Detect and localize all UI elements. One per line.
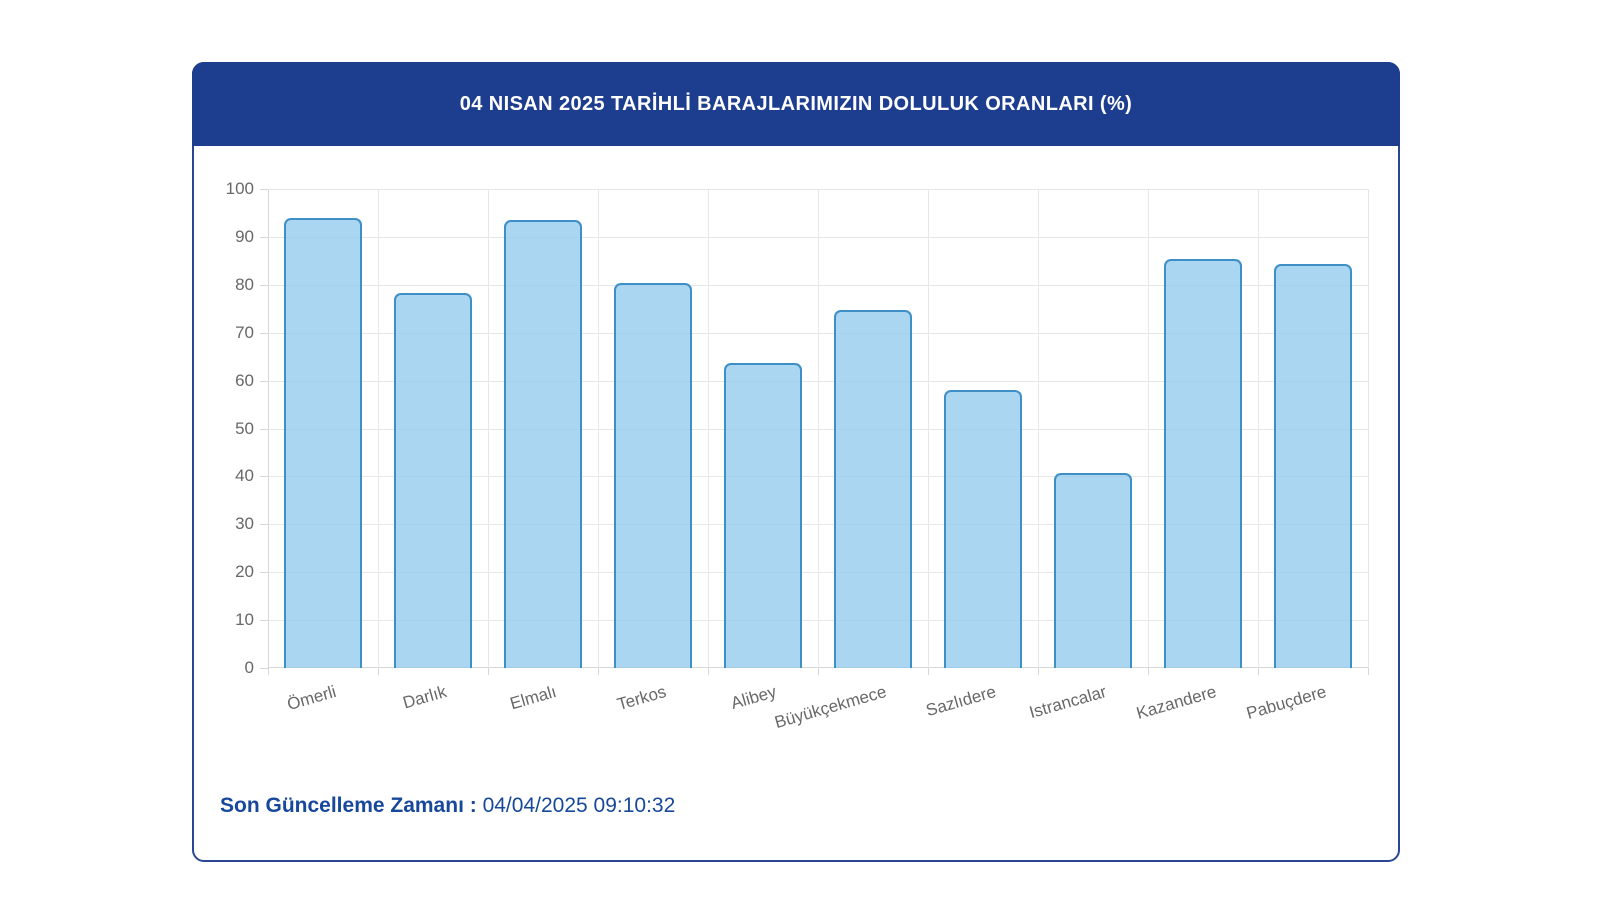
gridline-vertical <box>488 189 489 668</box>
gridline-vertical <box>708 189 709 668</box>
x-axis-label: Darlık <box>400 682 449 713</box>
bar-pabucdere[interactable] <box>1274 264 1352 668</box>
x-axis-label: Istrancalar <box>1026 682 1109 723</box>
y-axis-label: 30 <box>235 514 254 534</box>
gridline-vertical <box>598 189 599 668</box>
gridline-vertical <box>1258 189 1259 668</box>
x-axis-label: Elmalı <box>507 682 559 714</box>
y-axis-tick <box>260 524 268 526</box>
y-axis-label: 40 <box>235 466 254 486</box>
y-axis-label: 10 <box>235 610 254 630</box>
y-axis-label: 100 <box>225 179 254 198</box>
gridline-vertical <box>1148 189 1149 668</box>
x-axis-label: Kazandere <box>1133 682 1219 723</box>
y-axis-label: 60 <box>235 370 254 390</box>
last-update-timestamp: 04/04/2025 09:10:32 <box>482 794 676 817</box>
y-axis-tick <box>260 476 268 478</box>
gridline-vertical <box>378 189 379 668</box>
y-axis-tick <box>260 332 268 334</box>
y-axis-tick <box>260 380 268 382</box>
bar-elmali[interactable] <box>504 220 582 668</box>
x-axis-tick <box>1258 668 1259 675</box>
y-axis-label: 80 <box>235 274 254 294</box>
x-axis-tick <box>1038 668 1039 675</box>
bar-chart: 0 10 20 30 40 50 60 70 80 90 100 Ömerli Darlık Elmalı… <box>194 64 1398 860</box>
y-axis-tick <box>260 236 268 238</box>
last-update-separator: : <box>463 794 483 817</box>
x-axis-label: Büyükçekmece <box>772 682 889 733</box>
y-axis-tick <box>260 428 268 430</box>
gridline-vertical <box>928 189 929 668</box>
y-axis-label: 90 <box>235 226 254 246</box>
x-axis-tick <box>708 668 709 675</box>
x-axis-label: Terkos <box>614 682 669 715</box>
y-axis-tick <box>260 189 268 190</box>
y-axis-tick <box>260 668 268 669</box>
x-axis-tick <box>598 668 599 675</box>
bar-istrancalar[interactable] <box>1054 472 1132 668</box>
x-axis-tick <box>818 668 819 675</box>
y-axis-label: 0 <box>244 658 254 677</box>
x-axis-tick <box>378 668 379 675</box>
y-axis-label: 20 <box>235 562 254 582</box>
bar-kazandere[interactable] <box>1164 258 1242 668</box>
bar-darlik[interactable] <box>394 293 472 668</box>
y-axis-tick <box>260 572 268 574</box>
gridline-vertical <box>818 189 819 668</box>
x-axis-tick <box>1368 668 1369 675</box>
x-axis-label: Sazlıdere <box>923 682 999 721</box>
bar-sazlidere[interactable] <box>944 390 1022 668</box>
x-axis-tick <box>1148 668 1149 675</box>
bar-alibey[interactable] <box>724 362 802 668</box>
y-axis-tick <box>260 284 268 286</box>
x-axis-label: Ömerli <box>284 682 339 715</box>
gridline-vertical <box>1038 189 1039 668</box>
last-update: Son Güncelleme Zamanı : 04/04/2025 09:10… <box>220 794 675 818</box>
chart-header: 04 NISAN 2025 TARİHLİ BARAJLARIMIZIN DOL… <box>192 62 1400 146</box>
last-update-label: Son Güncelleme Zamanı <box>220 794 464 817</box>
y-axis-tick <box>260 620 268 622</box>
x-axis-tick <box>268 668 269 675</box>
x-axis-tick <box>928 668 929 675</box>
bar-omerli[interactable] <box>284 217 362 668</box>
y-axis-label: 70 <box>235 322 254 342</box>
x-axis-tick <box>488 668 489 675</box>
bar-terkos[interactable] <box>614 282 692 668</box>
chart-title: 04 NISAN 2025 TARİHLİ BARAJLARIMIZIN DOL… <box>459 92 1133 115</box>
y-axis-label: 50 <box>235 418 254 438</box>
gridline-vertical <box>1368 189 1369 668</box>
dam-occupancy-card: 04 NISAN 2025 TARİHLİ BARAJLARIMIZIN DOL… <box>192 62 1400 862</box>
x-axis-label: Alibey <box>728 682 779 714</box>
bar-buyukcekmece[interactable] <box>834 309 912 668</box>
x-axis-label: Pabuçdere <box>1243 682 1329 723</box>
